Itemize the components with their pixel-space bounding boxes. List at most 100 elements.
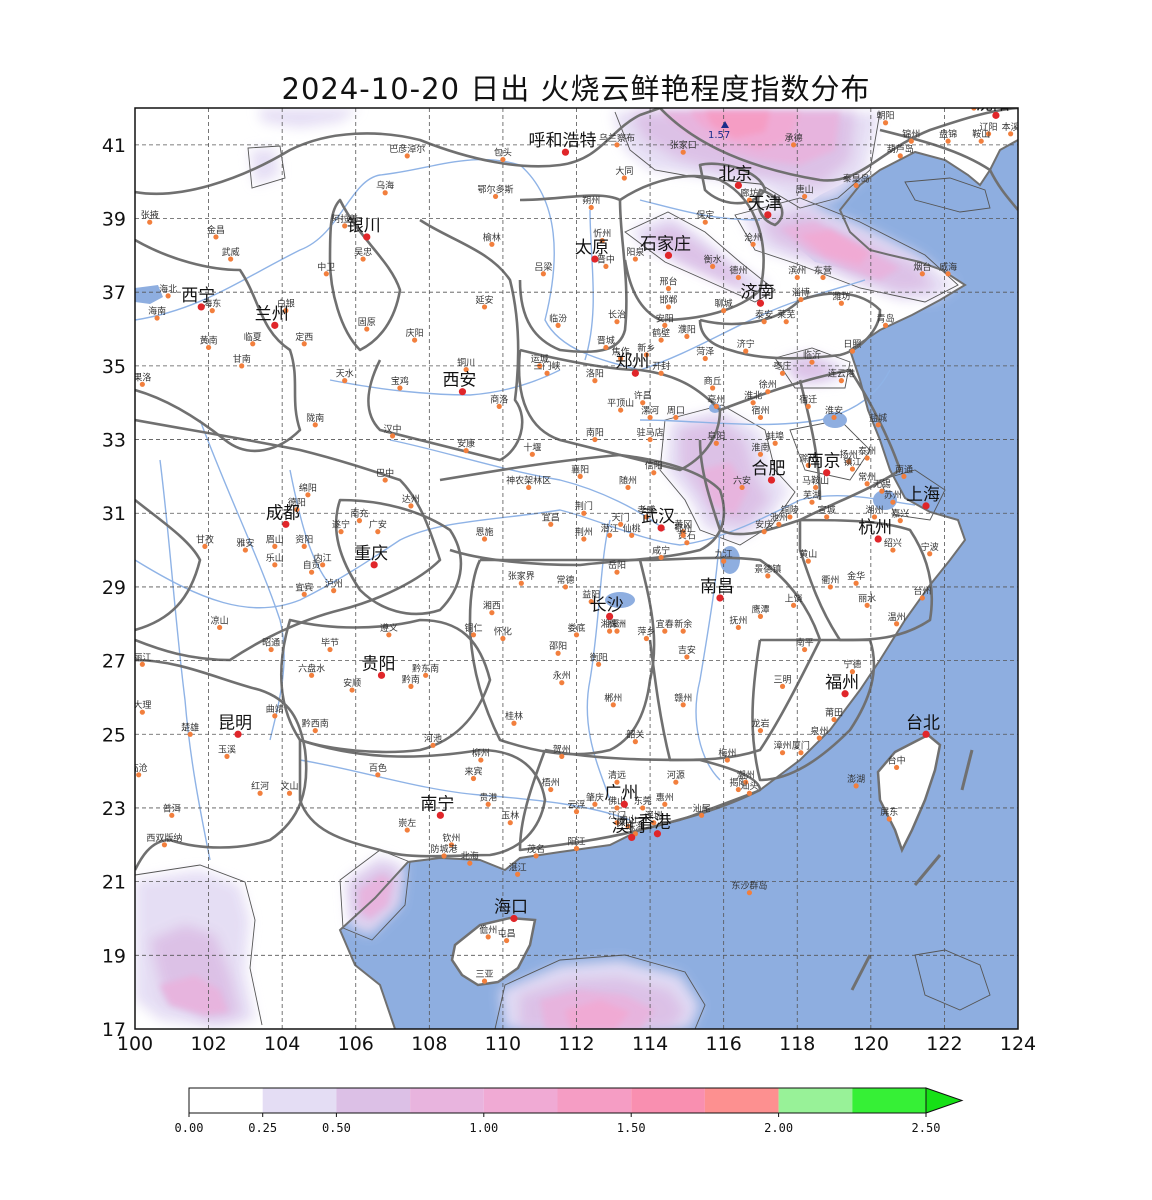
- minor-city-marker: [665, 304, 672, 310]
- minor-city-label: 绍兴: [884, 537, 902, 549]
- minor-city-marker: [301, 341, 307, 347]
- minor-city-marker: [614, 319, 620, 325]
- border-hunan: [468, 558, 656, 756]
- minor-city-label: 南通: [895, 463, 913, 475]
- minor-city-marker: [750, 241, 756, 247]
- minor-city-label: 丽江: [133, 652, 151, 663]
- minor-city-label: 十堰: [523, 441, 541, 453]
- minor-city-marker: [342, 378, 348, 384]
- minor-city-marker: [268, 646, 274, 653]
- lat-tick-label: 19: [102, 945, 126, 967]
- lake-dongting: [605, 592, 635, 608]
- minor-city-label: 百色: [369, 762, 387, 774]
- minor-city-label: 乌兰察布: [599, 132, 635, 144]
- minor-city-marker: [213, 234, 219, 240]
- major-city-marker: [377, 671, 386, 679]
- lon-tick-label: 116: [706, 1033, 742, 1055]
- minor-city-label: 甘南: [233, 353, 251, 365]
- contour-jiangsu: [774, 347, 851, 389]
- minor-city-marker: [467, 860, 473, 866]
- minor-city-marker: [779, 370, 786, 376]
- minor-city-marker: [592, 801, 598, 807]
- minor-city-marker: [257, 790, 263, 796]
- minor-city-marker: [147, 219, 153, 225]
- minor-city-marker: [816, 735, 822, 741]
- major-city-marker: [606, 612, 614, 620]
- minor-city-label: 宜宾: [295, 581, 313, 593]
- minor-city-marker: [312, 727, 318, 734]
- minor-city-marker: [386, 632, 392, 638]
- minor-city-label: 庆阳: [406, 327, 424, 339]
- river-fen: [584, 209, 594, 361]
- minor-city-label: 衡阳: [590, 651, 608, 663]
- lon-tick-label: 114: [632, 1033, 668, 1055]
- border-shandong: [698, 292, 882, 360]
- minor-city-label: 周口: [667, 405, 685, 416]
- minor-city-marker: [614, 805, 620, 811]
- minor-city-label: 眉山: [266, 534, 284, 545]
- minor-city-marker: [614, 628, 620, 634]
- minor-city-label: 武威: [222, 246, 240, 258]
- minor-city-label: 楚雄: [181, 721, 199, 733]
- minor-city-marker: [301, 591, 307, 597]
- major-city-label: 澳门: [612, 816, 646, 836]
- minor-city-label: 白银: [277, 298, 295, 310]
- lat-tick-label: 25: [102, 724, 126, 746]
- minor-city-label: 衡水: [704, 253, 722, 265]
- minor-city-label: 毕节: [321, 637, 339, 649]
- minor-city-marker: [529, 451, 535, 457]
- minor-city-label: 鄂州: [674, 523, 692, 534]
- minor-city-label: 屏东: [880, 806, 898, 818]
- minor-city-label: 池州: [770, 511, 788, 523]
- max-triangle-icon: [721, 121, 729, 128]
- minor-city-label: 扬州: [840, 449, 858, 461]
- minor-city-marker: [320, 562, 326, 568]
- minor-city-label: 延安: [476, 294, 494, 306]
- minor-city-marker: [765, 573, 771, 579]
- minor-city-marker: [658, 370, 664, 376]
- minor-city-marker: [802, 646, 808, 653]
- minor-city-label: 荆州: [575, 526, 593, 538]
- minor-city-label: 鹰潭: [751, 603, 769, 615]
- sea-east-china: [340, 108, 1018, 1029]
- minor-city-marker: [573, 632, 580, 638]
- minor-city-label: 信阳: [645, 460, 663, 472]
- minor-city-marker: [540, 271, 546, 277]
- minor-city-marker: [864, 481, 870, 487]
- minor-city-marker: [272, 562, 278, 568]
- minor-city-label: 宿州: [751, 404, 769, 416]
- minor-city-marker: [375, 772, 381, 778]
- minor-city-label: 果洛: [133, 371, 151, 383]
- minor-city-label: 景德镇: [754, 563, 781, 575]
- minor-city-label: 绵阳: [299, 482, 317, 494]
- minor-city-label: 宜昌: [542, 511, 560, 523]
- minor-city-marker: [813, 484, 819, 491]
- minor-city-label: 甘孜: [196, 533, 214, 545]
- colorbar-segment: [336, 1088, 411, 1113]
- minor-city-label: 东营: [814, 264, 832, 276]
- minor-city-marker: [614, 779, 620, 785]
- minor-city-marker: [809, 359, 815, 365]
- minor-city-marker: [607, 628, 613, 634]
- major-city-marker: [591, 255, 599, 263]
- minor-city-marker: [500, 635, 506, 642]
- minor-city-label: 莆田: [825, 707, 843, 719]
- major-city-label: 南昌: [700, 577, 734, 597]
- minor-city-marker: [555, 650, 561, 656]
- major-city-label: 银川: [347, 216, 381, 236]
- border-sichuan: [135, 418, 442, 662]
- colorbar-label: 2.00: [764, 1121, 793, 1135]
- major-city-label: 昆明: [218, 713, 252, 733]
- minor-city-marker: [643, 514, 650, 520]
- minor-city-label: 乐山: [266, 552, 284, 564]
- colorbar-label: 0.25: [248, 1121, 277, 1135]
- minor-city-marker: [309, 672, 315, 678]
- minor-city-label: 恩施: [476, 526, 494, 538]
- minor-city-label: 葫芦岛: [887, 143, 914, 155]
- major-city-label: 郑州: [615, 352, 649, 372]
- max-value-label: 1.57: [708, 130, 730, 141]
- minor-city-marker: [331, 588, 337, 594]
- major-city-marker: [874, 535, 882, 543]
- minor-city-label: 临汾: [549, 312, 567, 324]
- minor-city-label: 天门: [612, 511, 630, 523]
